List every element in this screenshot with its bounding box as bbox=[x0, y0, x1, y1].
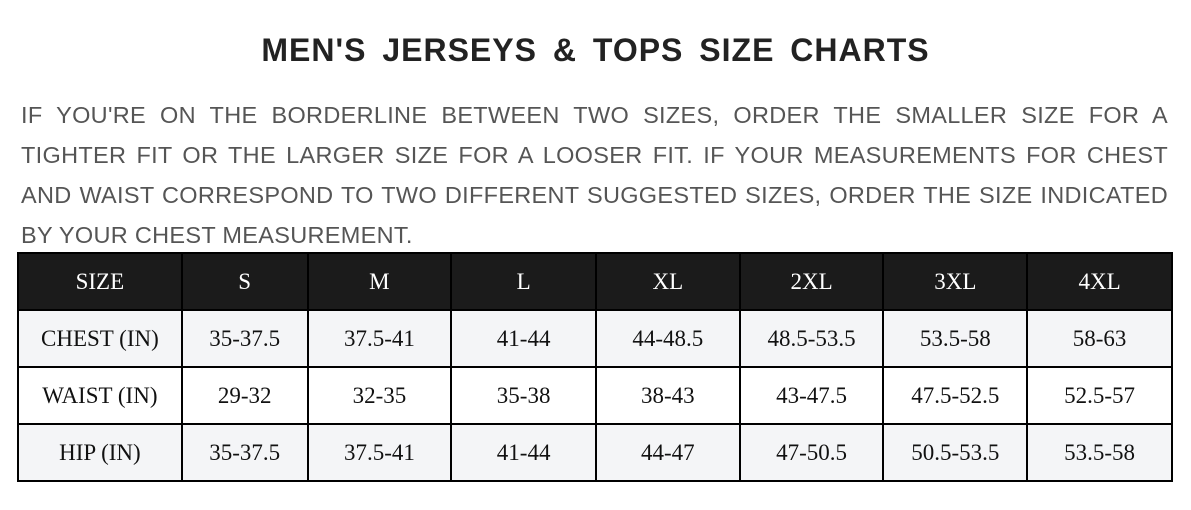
row-label-cell: CHEST (IN) bbox=[17, 309, 183, 368]
table-cell: 41-44 bbox=[450, 423, 597, 482]
header-row: SIZE S M L XL 2XL 3XL 4XL bbox=[17, 252, 1173, 311]
header-cell: 4XL bbox=[1026, 252, 1173, 311]
table-cell: 47.5-52.5 bbox=[882, 366, 1029, 425]
table-cell: 50.5-53.5 bbox=[882, 423, 1029, 482]
table-cell: 47-50.5 bbox=[738, 423, 885, 482]
row-label-cell: HIP (IN) bbox=[17, 423, 183, 482]
table-cell: 35-37.5 bbox=[180, 423, 309, 482]
table-row: CHEST (IN) 35-37.5 37.5-41 41-44 44-48.5 48.5… bbox=[17, 309, 1173, 368]
row-label-cell: WAIST (IN) bbox=[17, 366, 183, 425]
table-cell: 48.5-53.5 bbox=[738, 309, 885, 368]
table-cell: 35-37.5 bbox=[180, 309, 309, 368]
table-cell: 35-38 bbox=[450, 366, 597, 425]
table-row: WAIST (IN) 29-32 32-35 35-38 38-43 43-47.5 47.… bbox=[17, 366, 1173, 425]
header-cell: L bbox=[450, 252, 597, 311]
header-cell: 3XL bbox=[882, 252, 1029, 311]
table-cell: 29-32 bbox=[180, 366, 309, 425]
table-cell: 44-47 bbox=[594, 423, 741, 482]
table-cell: 32-35 bbox=[306, 366, 453, 425]
table-cell: 58-63 bbox=[1026, 309, 1173, 368]
table-cell: 53.5-58 bbox=[882, 309, 1029, 368]
header-cell: XL bbox=[594, 252, 741, 311]
table-cell: 44-48.5 bbox=[594, 309, 741, 368]
table-cell: 53.5-58 bbox=[1026, 423, 1173, 482]
header-cell: SIZE bbox=[17, 252, 183, 311]
table-cell: 37.5-41 bbox=[306, 423, 453, 482]
size-advice-note: IF YOU'RE ON THE BORDERLINE BETWEEN TWO … bbox=[21, 102, 1168, 248]
table-row: HIP (IN) 35-37.5 37.5-41 41-44 44-47 47-50.5 5… bbox=[17, 423, 1173, 482]
size-chart-table: SIZE S M L XL 2XL 3XL 4XL CHEST (IN) 35-37.5 37.5… bbox=[17, 252, 1173, 482]
table-cell: 43-47.5 bbox=[738, 366, 885, 425]
table-cell: 37.5-41 bbox=[306, 309, 453, 368]
header-cell: S bbox=[180, 252, 309, 311]
table-cell: 52.5-57 bbox=[1026, 366, 1173, 425]
header-cell: M bbox=[306, 252, 453, 311]
table-cell: 38-43 bbox=[594, 366, 741, 425]
page-title: MEN'S JERSEYS & TOPS SIZE CHARTS bbox=[261, 32, 930, 68]
table-cell: 41-44 bbox=[450, 309, 597, 368]
header-cell: 2XL bbox=[738, 252, 885, 311]
